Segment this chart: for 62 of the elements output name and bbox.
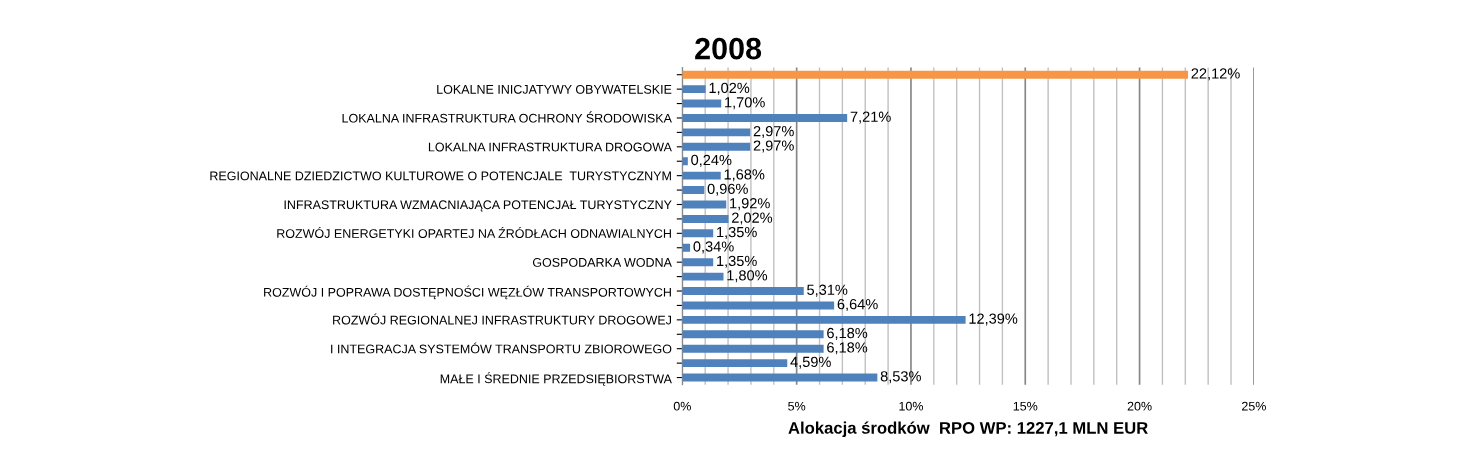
- data-label: 1,68%: [724, 169, 765, 182]
- bar: [682, 243, 691, 252]
- data-label: 4,59%: [790, 356, 831, 369]
- bar: [682, 214, 729, 223]
- data-label: 1,35%: [717, 255, 757, 268]
- x-tick-label: 20%: [1127, 401, 1152, 411]
- data-label: 2,02%: [732, 212, 773, 225]
- chart-title: 2008: [695, 37, 762, 60]
- data-label: 1,70%: [725, 97, 765, 110]
- y-tick-label: INFRASTRUKTURA WZMACNIAJĄCA POTENCJAŁ TURYSTYCZNY: [284, 200, 672, 212]
- data-label: 5,31%: [807, 284, 848, 297]
- bar: [682, 114, 848, 122]
- bar: [682, 287, 804, 295]
- data-label: 1,92%: [730, 198, 770, 211]
- bar: [682, 171, 721, 180]
- bar: [682, 157, 688, 166]
- data-label: 0,34%: [693, 241, 734, 254]
- bar: [682, 186, 705, 195]
- y-tick-label: ROZWÓJ I POPRAWA DOSTĘPNOŚCI WĘZŁÓW TRANSPORTOWYCH: [264, 285, 671, 300]
- bar: [682, 330, 824, 339]
- bar: [682, 70, 1189, 79]
- data-label: 0,96%: [707, 183, 748, 196]
- x-tick-label: 25%: [1242, 401, 1266, 411]
- bar: [682, 229, 714, 238]
- data-label: 1,80%: [727, 270, 768, 283]
- bar: [682, 301, 835, 310]
- bar: [682, 142, 751, 151]
- y-tick-label: REGIONALNE DZIEDZICTWO KULTUROWE O POTENCJALE TURYSTYCZNYM: [210, 171, 671, 181]
- data-label: 6,64%: [837, 299, 878, 312]
- data-label: 1,02%: [709, 82, 750, 95]
- data-label: 12,39%: [969, 313, 1018, 326]
- bar: [682, 344, 824, 353]
- y-tick-label: MAŁE I ŚREDNIE PRZEDSIĘBIORSTWA: [440, 371, 672, 386]
- y-tick-label: ROZWÓJ ENERGETYKI OPARTEJ NA ŹRÓDŁACH ODNAWIALNYCH: [277, 227, 671, 238]
- y-tick-label: LOKALNA INFRASTRUKTURA OCHRONY ŚRODOWISKA: [342, 111, 672, 123]
- y-tick-label: ROZWÓJ REGIONALNEJ INFRASTRUKTURY DROGOWEJ: [333, 313, 671, 325]
- bar: [682, 315, 966, 324]
- data-label: 2,97%: [753, 140, 794, 153]
- y-tick-label: LOKALNE INICJATYWY OBYWATELSKIE: [437, 84, 672, 94]
- data-label: 6,18%: [827, 327, 868, 340]
- x-tick-label: 10%: [899, 401, 924, 411]
- data-label: 1,35%: [717, 226, 757, 239]
- bar: [682, 99, 722, 108]
- bar: [682, 373, 878, 382]
- data-label: 8,53%: [880, 371, 921, 384]
- x-tick-label: 5%: [788, 401, 806, 411]
- bar: [682, 258, 714, 267]
- y-tick-label: LOKALNA INFRASTRUKTURA DROGOWA: [428, 142, 672, 152]
- x-tick-label: 0%: [673, 401, 691, 411]
- bar: [682, 128, 751, 137]
- data-label: 0,24%: [691, 154, 732, 167]
- data-label: 2,97%: [753, 125, 794, 139]
- bar: [682, 272, 724, 281]
- y-tick-label: GOSPODARKA WODNA: [532, 257, 672, 267]
- data-label: 22,12%: [1191, 68, 1240, 81]
- x-axis-title: Alokacja środków RPO WP: 1227,1 MLN EUR: [788, 421, 1148, 438]
- y-tick-label: I INTEGRACJA SYSTEMÓW TRANSPORTU ZBIOROWEGO: [331, 342, 672, 354]
- bar: [682, 359, 788, 368]
- data-label: 6,18%: [827, 342, 868, 355]
- x-tick-label: 15%: [1013, 401, 1038, 411]
- bar: [682, 85, 706, 94]
- data-label: 7,21%: [850, 111, 891, 124]
